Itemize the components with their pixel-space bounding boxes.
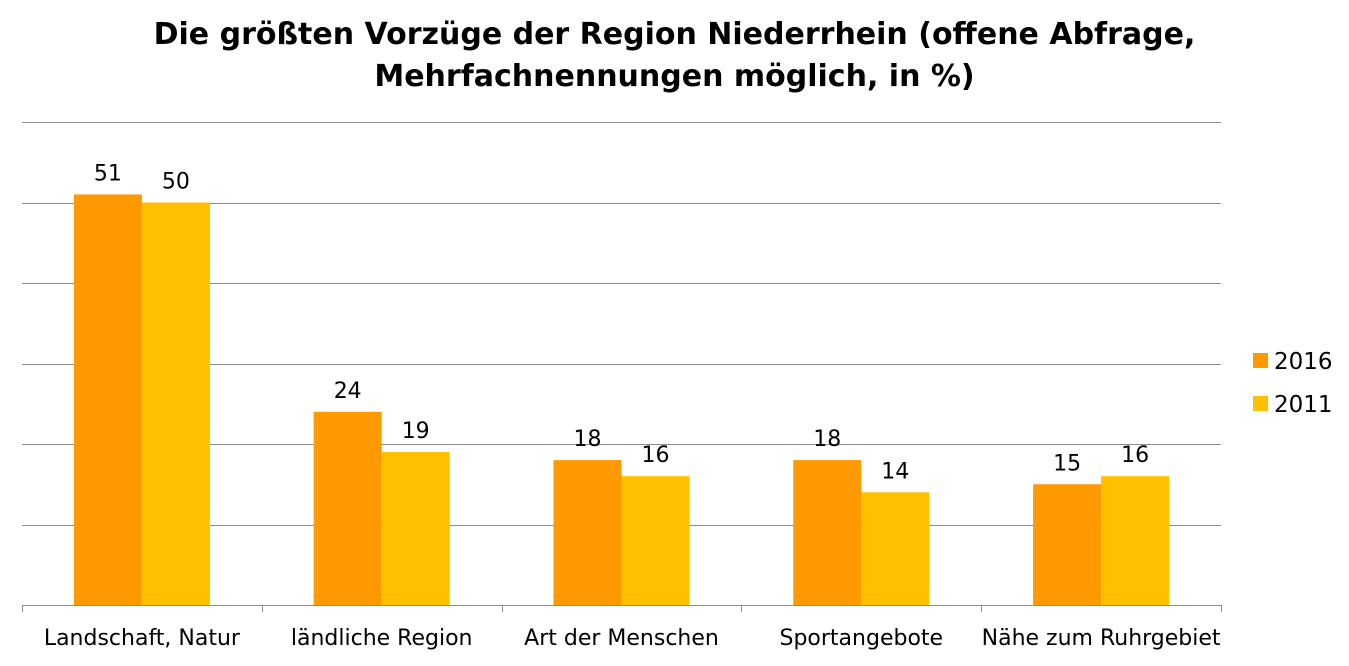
chart-title-line-2: Mehrfachnennungen möglich, in %) [374, 59, 975, 94]
legend-swatch-2011 [1253, 396, 1268, 411]
legend-label-2011: 2011 [1274, 392, 1333, 418]
bar-2016 [73, 194, 142, 605]
legend-label-2016: 2016 [1274, 349, 1333, 375]
bar-2016 [553, 460, 622, 605]
chart-title-line-1: Die größten Vorzüge der Region Niederrhe… [153, 17, 1196, 52]
x-tick-label: Art der Menschen [524, 626, 719, 651]
bar-2011 [141, 202, 210, 605]
bar-2016 [793, 460, 862, 605]
chart-title: Die größten Vorzüge der Region Niederrhe… [0, 14, 1349, 98]
data-label: 16 [1121, 443, 1149, 468]
x-tick-label: Sportangebote [780, 626, 944, 651]
data-label: 15 [1053, 451, 1081, 476]
bar-2011 [621, 476, 690, 605]
data-label: 18 [574, 427, 602, 452]
x-tick-label: Nähe zum Ruhrgebiet [982, 626, 1221, 651]
bar-2016 [313, 411, 382, 605]
data-label: 51 [94, 161, 122, 186]
bars [73, 194, 1170, 605]
bar-2016 [1033, 484, 1102, 605]
data-label: 16 [642, 443, 670, 468]
data-label: 14 [881, 459, 909, 484]
x-tick-label: Landschaft, Natur [44, 626, 241, 651]
x-tick-label: ländliche Region [291, 626, 473, 651]
x-axis: Landschaft, Natur ländliche Region Art der… [22, 605, 1222, 651]
legend: 2016 2011 [1253, 349, 1333, 418]
bar-2011 [381, 452, 450, 605]
data-label: 19 [402, 419, 430, 444]
legend-swatch-2016 [1253, 353, 1268, 368]
data-label: 18 [813, 427, 841, 452]
data-label: 50 [162, 170, 190, 195]
data-labels: 51 50 24 19 18 16 18 14 15 16 [94, 161, 1149, 484]
data-label: 24 [334, 379, 362, 404]
bar-2011 [861, 492, 930, 605]
bar-2011 [1101, 476, 1170, 605]
